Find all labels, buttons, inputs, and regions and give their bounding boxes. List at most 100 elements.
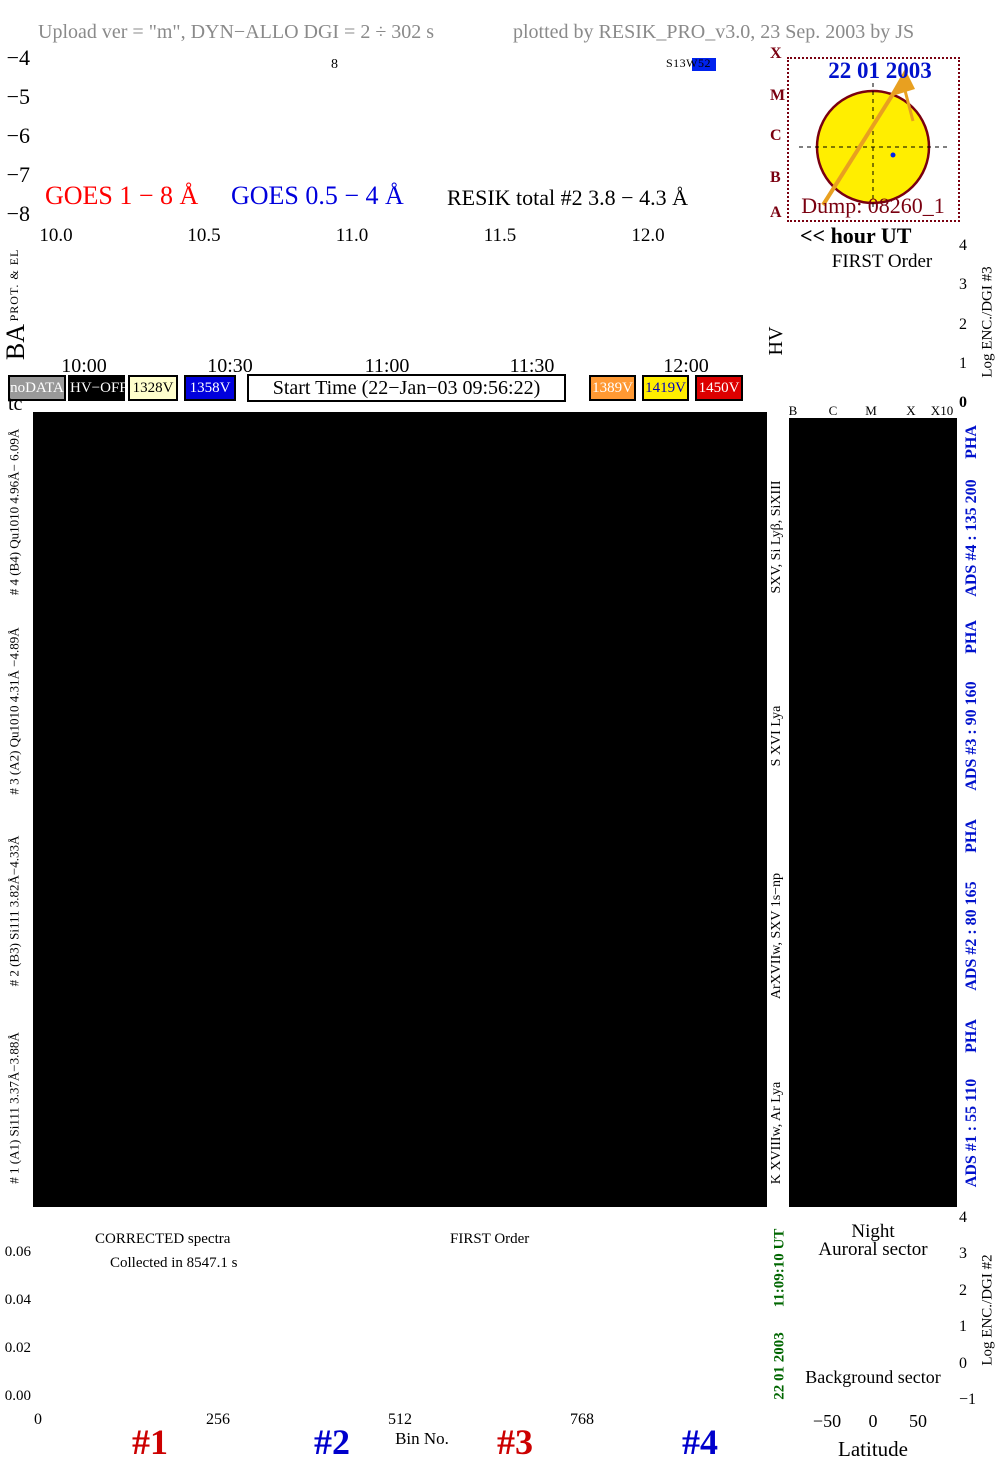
- sun-disk-graphic: [799, 69, 947, 211]
- bottom-first-order-label: FIRST Order: [450, 1231, 530, 1247]
- legend-1450v: 1450V: [695, 375, 743, 401]
- goes-legend-1-8: GOES 1 − 8 Å: [45, 181, 199, 210]
- pha-spectrogram-ch1-canvas: [35, 1012, 765, 1060]
- spec-ytick: 0.06: [4, 1244, 31, 1260]
- time-tick: 11:30: [509, 355, 555, 377]
- goes-class-letter: C: [770, 127, 782, 144]
- lat-ytick: 4: [959, 1209, 967, 1226]
- goes-ytick: −8: [6, 201, 30, 226]
- prot-el-bar-canvas: [35, 250, 765, 280]
- orbit-map-canvas: [35, 283, 765, 320]
- dump-label: Dump: 08260_1: [801, 193, 945, 218]
- prot-el-label: PROT. & EL: [7, 248, 21, 322]
- channel-1-label: # 1 (A1) Si111 3.37Å−3.88Å: [6, 1032, 22, 1184]
- pha-spectrogram-ch2-canvas: [35, 812, 765, 860]
- fo-ytick: 0: [959, 394, 967, 411]
- spec-xtick: 768: [570, 1411, 594, 1428]
- goes-class-letter: M: [770, 87, 786, 104]
- goes-ytick: −6: [6, 123, 30, 148]
- spec-xtick: 256: [206, 1411, 230, 1428]
- hour-ut-label: << hour UT: [800, 223, 912, 248]
- fo-ytick: 4: [959, 237, 967, 254]
- lat-xtick: 50: [909, 1411, 927, 1431]
- goes-xtick: 10.0: [39, 225, 73, 246]
- ads-spectrogram-ch4-canvas: [35, 464, 765, 611]
- flare-tag-highlight: [692, 58, 716, 71]
- pha-histogram-ch2-canvas: [791, 812, 955, 860]
- fo-xtick: M: [865, 403, 877, 418]
- lat-ytick: 1: [959, 1318, 967, 1335]
- goes-ytick: −4: [6, 45, 30, 70]
- pha-label-ch2: PHA: [963, 819, 980, 853]
- pha-spectrogram-ch4-canvas: [35, 414, 765, 462]
- channel-4-label: # 4 (B4) Qu1010 4.96Å− 6.09Å: [6, 428, 22, 596]
- collected-in-label: Collected in 8547.1 s: [110, 1255, 238, 1271]
- pha-label-ch3: PHA: [963, 620, 980, 654]
- lat-ytick: 2: [959, 1282, 967, 1299]
- tc-bar-canvas: [35, 400, 765, 412]
- pha-histogram-ch1-canvas: [791, 1012, 955, 1060]
- goes-ytick: −5: [6, 84, 30, 109]
- fo-ytick: 3: [959, 276, 967, 293]
- fo-ylabel: Log ENC./DGI #3: [979, 266, 996, 378]
- spec-ytick: 0.02: [4, 1340, 31, 1356]
- goes-class-letter: A: [770, 204, 782, 221]
- lat-ylabel: Log ENC./DGI #2: [979, 1254, 996, 1366]
- goes-class-letter: B: [770, 169, 781, 186]
- goes-legend-05-4: GOES 0.5 − 4 Å: [231, 181, 404, 210]
- segment-3-label: #3: [497, 1422, 533, 1462]
- pha-label-ch4: PHA: [963, 425, 980, 459]
- goes-xtick: 12.0: [631, 225, 665, 246]
- goes-annotation-8: 8: [331, 57, 338, 72]
- time-tick: 12:00: [663, 355, 709, 377]
- dump-arrow-branch: [900, 78, 915, 122]
- fo-xtick: X: [906, 403, 916, 418]
- pha-spectrogram-ch3-canvas: [35, 613, 765, 661]
- spec-ytick: 0.04: [4, 1292, 31, 1308]
- ads-spectrogram-ch2-canvas: [35, 862, 765, 1010]
- spec-right-date: 22 01 2003: [771, 1332, 788, 1400]
- line-id-ch2: ArXVIIw, SXV 1s−np: [769, 872, 784, 1000]
- scatter-title-night: Night: [851, 1221, 895, 1242]
- ads-spectrogram-ch3-canvas: [35, 663, 765, 810]
- fo-xtick: C: [828, 403, 838, 418]
- flare-tag: S13W52: [666, 56, 711, 70]
- channel-3-label: # 3 (A2) Qu1010 4.31Å −4.89Å: [6, 627, 22, 795]
- legend-1328v: 1328V: [128, 375, 178, 401]
- goes-xtick: 10.5: [187, 225, 221, 246]
- legend-hv-off: HV−OFF: [68, 375, 128, 401]
- line-id-ch3: S XVI Lya: [769, 705, 784, 767]
- first-order-response-canvas: [791, 246, 955, 404]
- ads-label-ch2: ADS #2 : 80 165: [963, 881, 980, 991]
- time-tick: 11:00: [364, 355, 410, 377]
- ads-label-ch1: ADS #1 : 55 110: [963, 1078, 980, 1188]
- ads-label-ch3: ADS #3 : 90 160: [963, 681, 980, 791]
- ads-histogram-ch1-canvas: [791, 1062, 955, 1205]
- spec-xtick: 0: [34, 1411, 42, 1428]
- ads-spectrogram-ch1-canvas: [35, 1062, 765, 1205]
- spec-xtick: 512: [388, 1411, 412, 1428]
- fo-ytick: 2: [959, 316, 967, 333]
- legend-1419v: 1419V: [642, 375, 689, 401]
- lat-xtick: 0: [868, 1411, 878, 1431]
- legend-1389v: 1389V: [589, 375, 636, 401]
- corrected-spectra-canvas: [35, 1218, 765, 1408]
- fo-ytick: 1: [959, 355, 967, 372]
- pha-label-ch1: PHA: [963, 1019, 980, 1053]
- spec-ytick: 0.00: [4, 1388, 31, 1404]
- segment-1-label: #1: [132, 1422, 168, 1462]
- corrected-spectra-title: CORRECTED spectra: [95, 1231, 231, 1247]
- time-tick: 10:30: [207, 355, 253, 377]
- header-left: Upload ver = "m", DYN−ALLO DGI = 2 ÷ 302…: [38, 21, 435, 43]
- time-tick: 10:00: [61, 355, 107, 377]
- bin-no-label: Bin No.: [395, 1429, 449, 1448]
- spec-right-time: 11:09:10 UT: [771, 1228, 788, 1308]
- hv-state-bars-canvas: [35, 324, 765, 357]
- lat-ytick: 3: [959, 1245, 967, 1262]
- goes-legend-resik-total: RESIK total #2 3.8 − 4.3 Å: [447, 185, 688, 210]
- latitude-label: Latitude: [838, 1437, 908, 1461]
- goes-class-letter: X: [770, 45, 782, 62]
- lat-ytick: −1: [959, 1391, 977, 1408]
- sun-pointing-box: [787, 57, 960, 222]
